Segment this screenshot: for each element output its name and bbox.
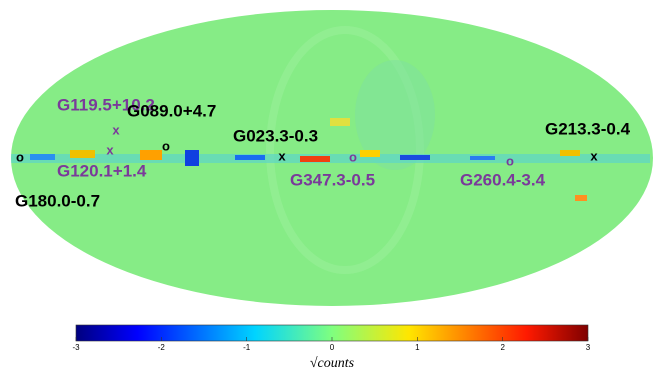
colorbar-label: √counts <box>310 356 355 371</box>
source-label: G180.0-0.7 <box>15 191 100 210</box>
source-marker: o <box>162 138 170 153</box>
colorbar-tick-label: 0 <box>330 343 335 352</box>
colorbar-tick-label: 1 <box>415 343 420 352</box>
source-marker: x <box>106 142 114 157</box>
source-label: G089.0+4.7 <box>127 101 216 120</box>
source-marker: x <box>112 122 120 137</box>
source-label: G260.4-3.4 <box>460 170 546 189</box>
colorbar-tick-label: -1 <box>243 343 251 352</box>
source-label: G023.3-0.3 <box>233 126 318 145</box>
source-marker: x <box>278 148 286 163</box>
colorbar-tick-label: -2 <box>158 343 166 352</box>
sky-map <box>11 10 653 306</box>
source-label: G347.3-0.5 <box>290 170 375 189</box>
source-label: G120.1+1.4 <box>57 161 147 180</box>
source-marker: x <box>590 148 598 163</box>
colorbar-tick-label: 2 <box>500 343 505 352</box>
source-marker: o <box>349 149 357 164</box>
source-marker: o <box>506 153 514 168</box>
source-label: G119.5+10.2 <box>57 95 155 114</box>
colorbar-tick-label: -3 <box>72 343 80 352</box>
source-label: G213.3-0.4 <box>545 119 631 138</box>
source-marker: o <box>16 149 24 164</box>
map-structure <box>11 26 650 274</box>
colorbar-tick-label: 3 <box>586 343 591 352</box>
